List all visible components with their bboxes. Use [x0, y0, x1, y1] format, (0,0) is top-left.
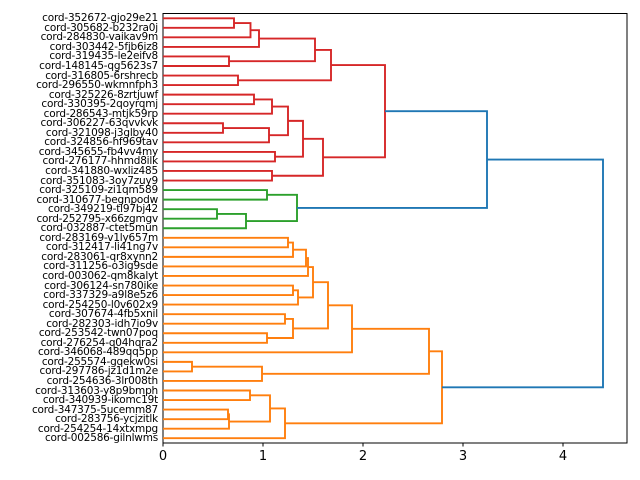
dendrogram-link	[163, 74, 239, 87]
dendrogram-link	[297, 110, 488, 209]
plot-border	[162, 13, 628, 444]
dendrogram-link	[163, 98, 273, 115]
leaf-label: cord-312417-li41ng7v	[45, 241, 158, 254]
leaf-label: cord-283756-ycjzitlk	[55, 413, 158, 426]
leaf-label: cord-002586-gilnlwms	[44, 432, 158, 445]
dendrogram-link	[163, 22, 252, 39]
leaf-label: cord-313603-y8p9bmph	[35, 384, 158, 397]
leaf-label: cord-305682-b232ra0j	[44, 21, 158, 34]
leaf-label: cord-254636-3lr008th	[46, 374, 159, 387]
dendrogram-link	[163, 407, 286, 440]
dendrogram-link	[163, 17, 235, 29]
leaf-label: cord-316805-6rshrecb	[45, 69, 158, 82]
dendrogram-link	[163, 241, 294, 258]
dendrogram-link	[163, 127, 270, 144]
leaf-label: cord-319435-le2eifv8	[49, 50, 158, 63]
leaf-label: cord-003062-qm8kalyt	[42, 269, 158, 282]
leaf-label: cord-286543-mtjk59rp	[43, 107, 159, 120]
leaf-label: cord-346068-489qq5pp	[37, 346, 158, 359]
leaf-label: cord-253542-twn07poq	[38, 327, 158, 340]
leaf-label: cord-282303-idh7io9v	[46, 317, 158, 330]
dendrogram-link	[163, 408, 229, 421]
dendrogram-link	[163, 212, 247, 230]
leaf-label: cord-284830-vaikav9m	[40, 31, 159, 44]
dendrogram-link	[163, 236, 289, 249]
leaf-label: cord-306227-63qvvkvk	[40, 117, 159, 130]
dendrogram-link	[163, 170, 273, 182]
dendrogram-link	[323, 64, 386, 159]
x-tick-label: 1	[258, 448, 268, 464]
leaf-label: cord-283169-v1ly657m	[39, 231, 158, 244]
leaf-label: cord-310677-begnpodw	[36, 193, 159, 206]
x-tick-label: 2	[358, 448, 368, 464]
dendrogram-link	[298, 266, 314, 299]
leaf-label: cord-252795-x66zgmgv	[36, 212, 158, 225]
leaf-label-column: cord-352672-gjo29e21 cord-305682-b232ra0j…	[0, 0, 160, 480]
x-tick-label: 0	[158, 448, 168, 464]
dendrogram-link	[163, 360, 193, 373]
leaf-label: cord-276177-hhmd8ilk	[42, 155, 159, 168]
dendrogram-link	[267, 317, 294, 339]
leaf-label: cord-337329-a9l8e5z6	[43, 289, 158, 302]
leaf-label: cord-345655-fb4vv4my	[38, 145, 158, 158]
leaf-label: cord-351083-3oy7zuy9	[40, 174, 158, 187]
leaf-label: cord-297786-jz1d1m2e	[39, 365, 159, 378]
x-tick-label: 4	[558, 448, 568, 464]
leaf-label: cord-330395-2qoyrqmj	[41, 98, 158, 111]
leaf-label: cord-325109-zi1qm589	[39, 184, 158, 197]
leaf-label: cord-307674-4fb5xnil	[48, 308, 158, 321]
dendrogram-link	[442, 158, 604, 389]
leaf-label: cord-283061-qr8xynn2	[41, 250, 158, 263]
dendrogram-link	[163, 208, 218, 220]
leaf-label: cord-306124-sn780ike	[44, 279, 158, 292]
dendrogram-link	[163, 289, 299, 306]
dendrogram-link	[262, 327, 430, 375]
leaf-label: cord-254254-14xtxmpg	[37, 422, 158, 435]
leaf-label: cord-352672-gjo29e21	[42, 12, 158, 25]
dendrogram-link	[163, 284, 294, 297]
leaf-label: cord-324856-hf969tav	[44, 136, 158, 149]
dendrogram-link	[163, 29, 260, 48]
dendrogram-link	[163, 389, 251, 401]
leaf-label: cord-032887-ctet5mun	[40, 222, 159, 235]
leaf-label: cord-255574-gqekw0si	[41, 355, 158, 368]
dendrogram-link	[163, 332, 268, 344]
dendrogram-link	[163, 248, 307, 268]
dendrogram-link	[229, 37, 316, 63]
dendrogram-link	[163, 313, 286, 325]
dendrogram-link	[238, 48, 332, 82]
leaf-label: cord-254250-l0v602x9	[42, 298, 159, 311]
leaf-label: cord-325226-8zrtjuwf	[48, 88, 158, 101]
dendrogram-link	[163, 413, 230, 430]
leaf-label: cord-303442-5fjb6iz8	[49, 40, 159, 53]
leaf-label: cord-349219-tl97bj42	[48, 203, 158, 216]
dendrogram-link	[275, 119, 304, 158]
leaf-label: cord-311256-o3ig9sde	[43, 260, 158, 273]
dendrogram-link	[163, 189, 268, 201]
dendrogram-link	[163, 122, 224, 134]
leaf-label: cord-347375-5ucemm87	[31, 403, 158, 416]
leaf-label: cord-148145-qg5623s7	[39, 59, 158, 72]
dendrogram-link	[163, 365, 263, 382]
leaf-label: cord-340939-ikomc19t	[42, 394, 158, 407]
dendrogram-link	[163, 93, 255, 106]
dendrogram-link	[163, 55, 230, 67]
x-tick-label: 3	[458, 448, 468, 464]
leaf-label: cord-321098-j3glby40	[45, 126, 158, 139]
leaf-label: cord-296550-wkmnfph3	[36, 79, 158, 92]
dendrogram-link	[285, 350, 443, 425]
leaf-label: cord-276254-q04hqra2	[40, 336, 159, 349]
leaf-label: cord-341880-wxliz485	[45, 164, 158, 177]
dendrogram-link	[163, 150, 276, 163]
